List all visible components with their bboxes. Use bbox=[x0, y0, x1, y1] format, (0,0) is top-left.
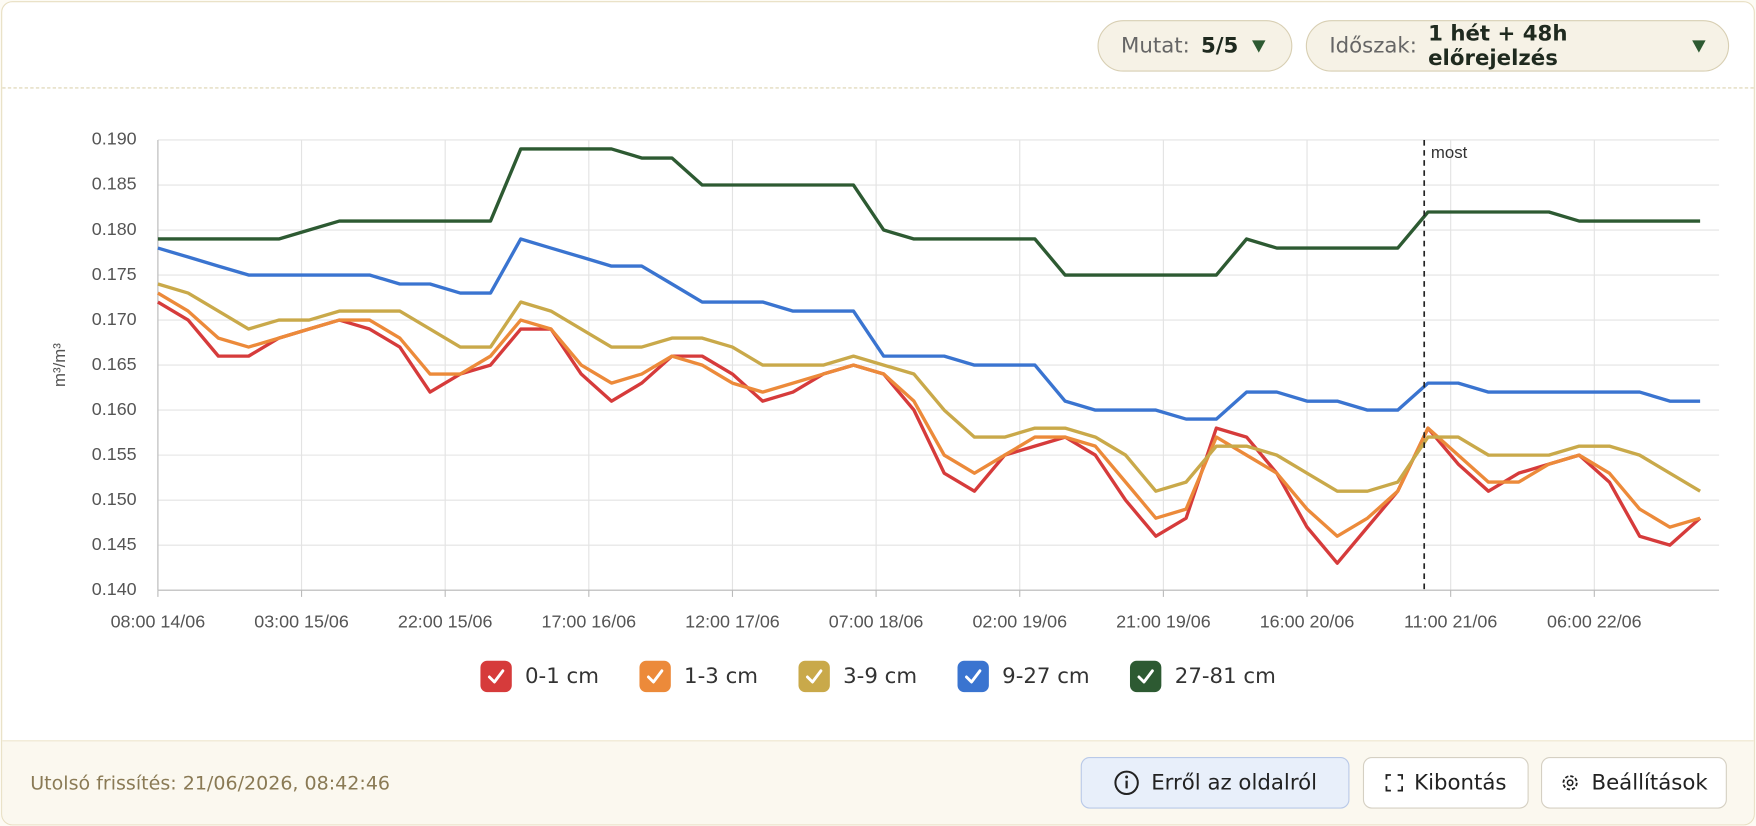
check-icon bbox=[964, 669, 982, 684]
button-label: Kibontás bbox=[1414, 770, 1507, 796]
legend-checkbox[interactable] bbox=[1129, 660, 1162, 693]
series-line bbox=[157, 291, 1701, 538]
expand-icon bbox=[1385, 774, 1403, 792]
legend-label: 0-1 cm bbox=[524, 664, 599, 689]
x-tick-label: 16:00 20/06 bbox=[1260, 611, 1355, 631]
y-tick-label: 0.185 bbox=[92, 174, 137, 194]
footer: Utolsó frissítés: 21/06/2026, 08:42:46 E… bbox=[2, 740, 1754, 825]
check-icon bbox=[487, 669, 505, 684]
legend-checkbox[interactable] bbox=[798, 660, 830, 693]
show-label: Mutat: bbox=[1121, 33, 1190, 59]
button-label: Beállítások bbox=[1591, 770, 1708, 796]
legend: 0-1 cm 1-3 cm 3-9 cm 9-27 cm 27-81 cm bbox=[2, 660, 1754, 693]
y-tick-label: 0.150 bbox=[92, 489, 137, 509]
series-line bbox=[157, 300, 1702, 565]
legend-item[interactable]: 9-27 cm bbox=[957, 660, 1090, 693]
x-tick-label: 07:00 18/06 bbox=[829, 611, 924, 631]
period-label: Időszak: bbox=[1329, 33, 1417, 59]
x-tick-label: 21:00 19/06 bbox=[1116, 611, 1211, 631]
x-tick-label: 02:00 19/06 bbox=[972, 611, 1067, 631]
legend-item[interactable]: 3-9 cm bbox=[798, 660, 918, 693]
settings-button[interactable]: Beállítások bbox=[1540, 757, 1727, 809]
y-axis-label: m³/m³ bbox=[50, 343, 69, 387]
series-line bbox=[157, 282, 1701, 493]
y-tick-label: 0.155 bbox=[92, 444, 137, 464]
legend-item[interactable]: 1-3 cm bbox=[639, 660, 758, 693]
series-line bbox=[157, 237, 1701, 421]
chart: m³/m³ 0.140 0.145 0.150 0.155 0.160 0.165 0.17… bbox=[50, 129, 1720, 631]
legend-item[interactable]: 27-81 cm bbox=[1129, 660, 1276, 693]
y-tick-label: 0.165 bbox=[92, 354, 137, 374]
about-button[interactable]: Erről az oldalról bbox=[1080, 757, 1350, 809]
last-update: Utolsó frissítés: 21/06/2026, 08:42:46 bbox=[30, 772, 391, 796]
x-tick-label: 06:00 22/06 bbox=[1547, 611, 1642, 631]
y-tick-label: 0.145 bbox=[92, 534, 137, 554]
period-value: 1 hét + 48h előrejelzés bbox=[1428, 21, 1568, 71]
x-tick-label: 12:00 17/06 bbox=[685, 611, 780, 631]
y-tick-label: 0.170 bbox=[92, 309, 137, 329]
legend-label: 3-9 cm bbox=[843, 664, 918, 689]
legend-checkbox[interactable] bbox=[480, 660, 512, 693]
y-tick-label: 0.140 bbox=[92, 579, 137, 599]
dropdown-arrow bbox=[1692, 39, 1706, 53]
info-icon bbox=[1114, 770, 1139, 796]
check-icon bbox=[805, 669, 823, 684]
x-tick-label: 22:00 15/06 bbox=[398, 611, 493, 631]
y-tick-label: 0.180 bbox=[92, 219, 137, 239]
legend-label: 1-3 cm bbox=[684, 664, 758, 689]
legend-item[interactable]: 0-1 cm bbox=[480, 660, 599, 693]
x-tick-label: 03:00 15/06 bbox=[254, 611, 349, 631]
y-tick-label: 0.190 bbox=[92, 129, 137, 149]
y-tick-label: 0.160 bbox=[92, 399, 137, 419]
x-tick-label: 11:00 21/06 bbox=[1404, 611, 1497, 631]
toolbar: Mutat: 5/5 Időszak: 1 hét + 48h előrejel… bbox=[2, 2, 1754, 89]
expand-button[interactable]: Kibontás bbox=[1362, 757, 1529, 809]
legend-label: 27-81 cm bbox=[1174, 664, 1276, 689]
now-label: most bbox=[1431, 143, 1468, 162]
check-icon bbox=[1137, 669, 1154, 684]
settings-icon bbox=[1562, 775, 1578, 791]
series-line bbox=[157, 147, 1701, 277]
x-tick-label: 08:00 14/06 bbox=[111, 611, 206, 631]
legend-checkbox[interactable] bbox=[957, 660, 989, 693]
check-icon bbox=[646, 669, 664, 684]
period-dropdown[interactable]: Időszak: 1 hét + 48h előrejelzés bbox=[1305, 20, 1730, 72]
show-value: 5/5 bbox=[1200, 33, 1239, 59]
legend-label: 9-27 cm bbox=[1002, 664, 1090, 689]
show-dropdown[interactable]: Mutat: 5/5 bbox=[1097, 20, 1293, 72]
button-label: Erről az oldalról bbox=[1151, 770, 1318, 796]
dropdown-arrow bbox=[1251, 39, 1266, 53]
x-tick-label: 17:00 16/06 bbox=[542, 611, 637, 631]
legend-checkbox[interactable] bbox=[639, 660, 671, 693]
y-tick-label: 0.175 bbox=[92, 264, 137, 284]
